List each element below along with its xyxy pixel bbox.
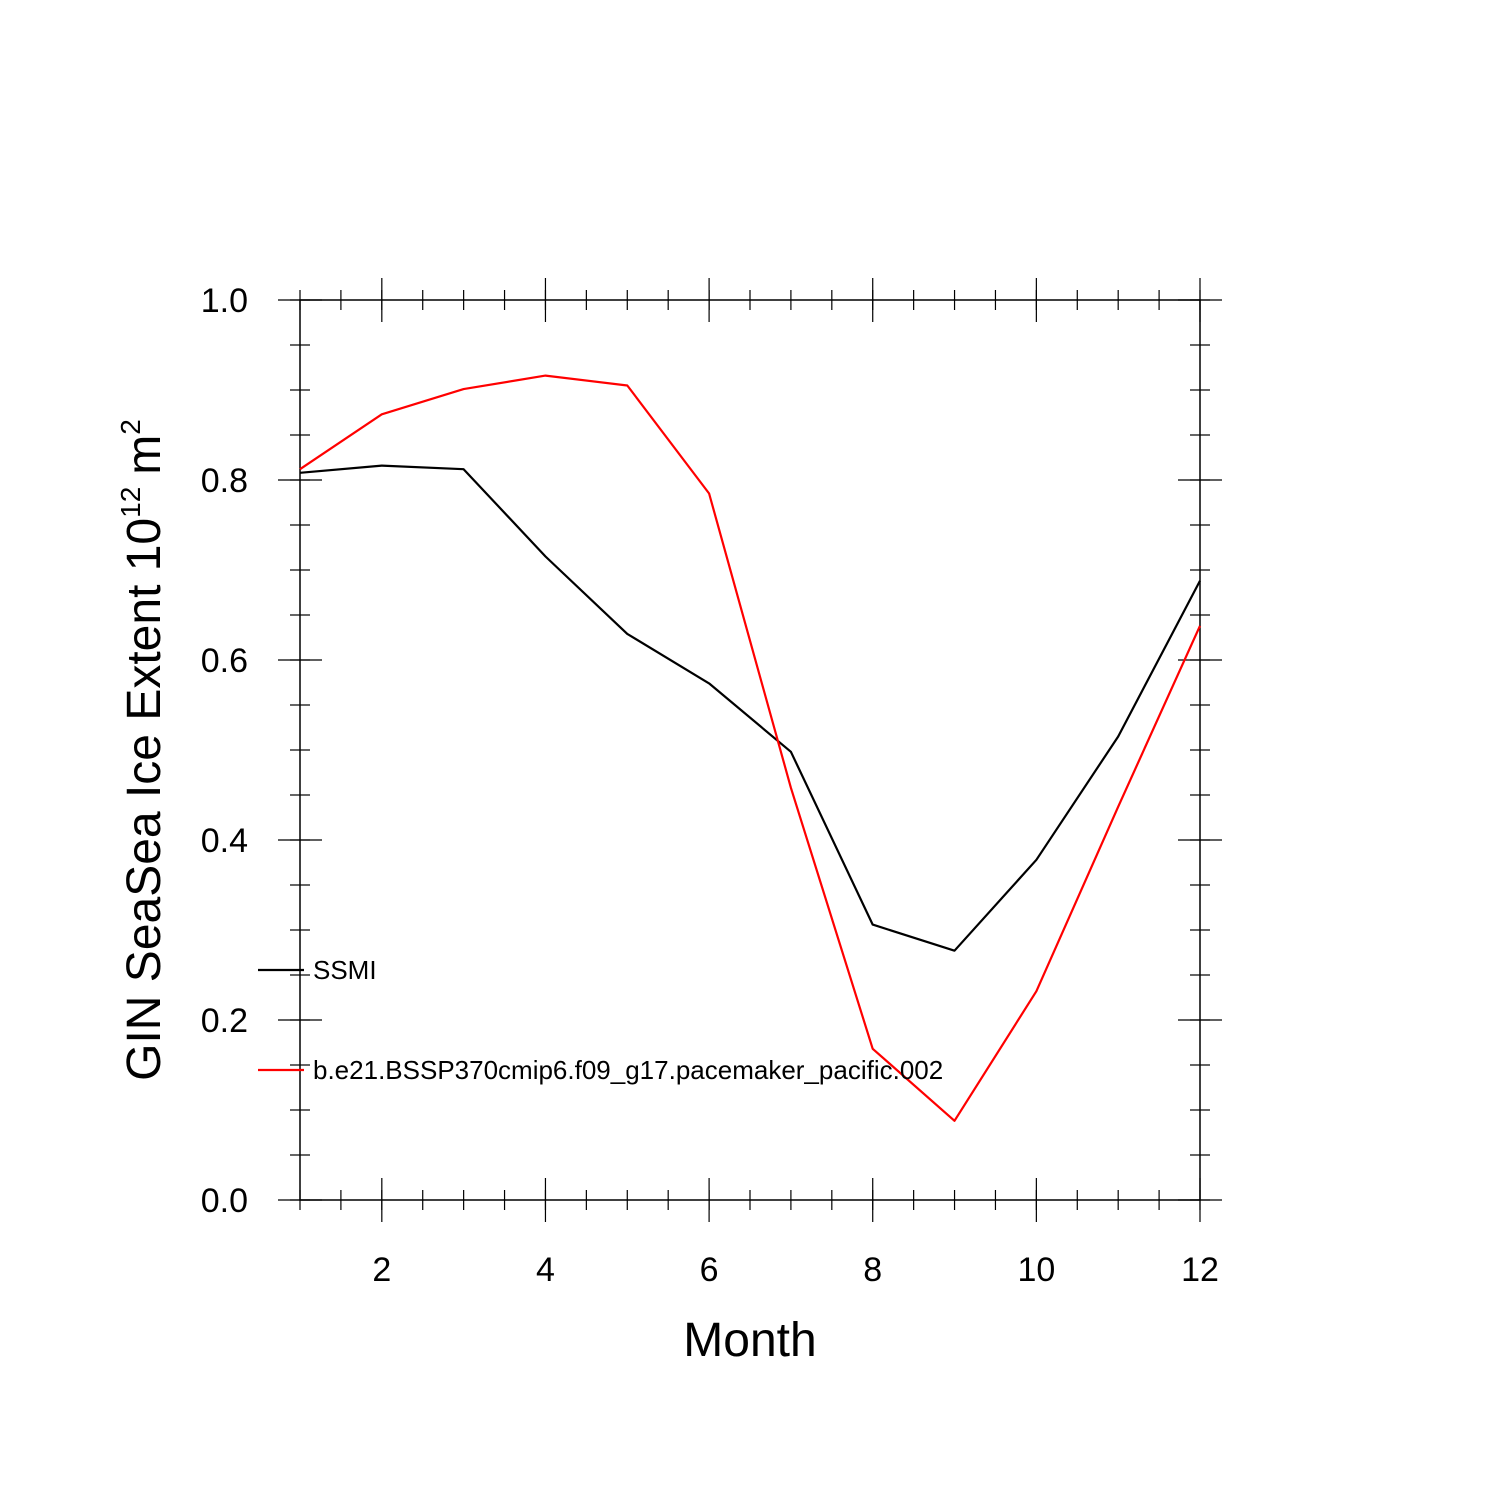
y-axis-title-unit: m xyxy=(118,435,171,475)
legend-label-1: SSMI xyxy=(313,955,377,985)
tick-labels: 2 4 6 8 10 12 0.0 0.2 0.4 0.6 0.8 1.0 xyxy=(201,282,1219,1289)
axis-ticks xyxy=(278,278,1222,1222)
legend-label-2: b.e21.BSSP370cmip6.f09_g17.pacemaker_pac… xyxy=(313,1055,943,1085)
y-axis-title-exponent: 12 xyxy=(115,487,146,518)
x-tick-label: 12 xyxy=(1181,1251,1219,1289)
y-tick-label: 0.0 xyxy=(201,1182,248,1220)
y-tick-label: 0.8 xyxy=(201,462,248,500)
series-line-2 xyxy=(299,374,1202,1122)
x-tick-label: 6 xyxy=(700,1251,719,1289)
y-tick-label: 1.0 xyxy=(201,282,248,320)
series-lines xyxy=(299,374,1202,1122)
y-axis-title: GIN SeaSea Ice Extent 1012 m2 xyxy=(115,419,171,1081)
y-tick-label: 0.4 xyxy=(201,822,248,860)
x-tick-label: 8 xyxy=(863,1251,882,1289)
x-tick-label: 10 xyxy=(1017,1251,1055,1289)
y-tick-label: 0.2 xyxy=(201,1002,248,1040)
x-tick-label: 2 xyxy=(372,1251,391,1289)
y-axis-title-unit-exponent: 2 xyxy=(115,419,146,435)
legend: SSMI b.e21.BSSP370cmip6.f09_g17.pacemaker… xyxy=(258,955,943,1085)
y-axis-title-text: GIN SeaSea Ice Extent 10 xyxy=(118,518,171,1081)
x-axis-title: Month xyxy=(683,1314,816,1367)
series-line-1 xyxy=(299,464,1201,952)
y-tick-label: 0.6 xyxy=(201,642,248,680)
x-tick-label: 4 xyxy=(536,1251,555,1289)
